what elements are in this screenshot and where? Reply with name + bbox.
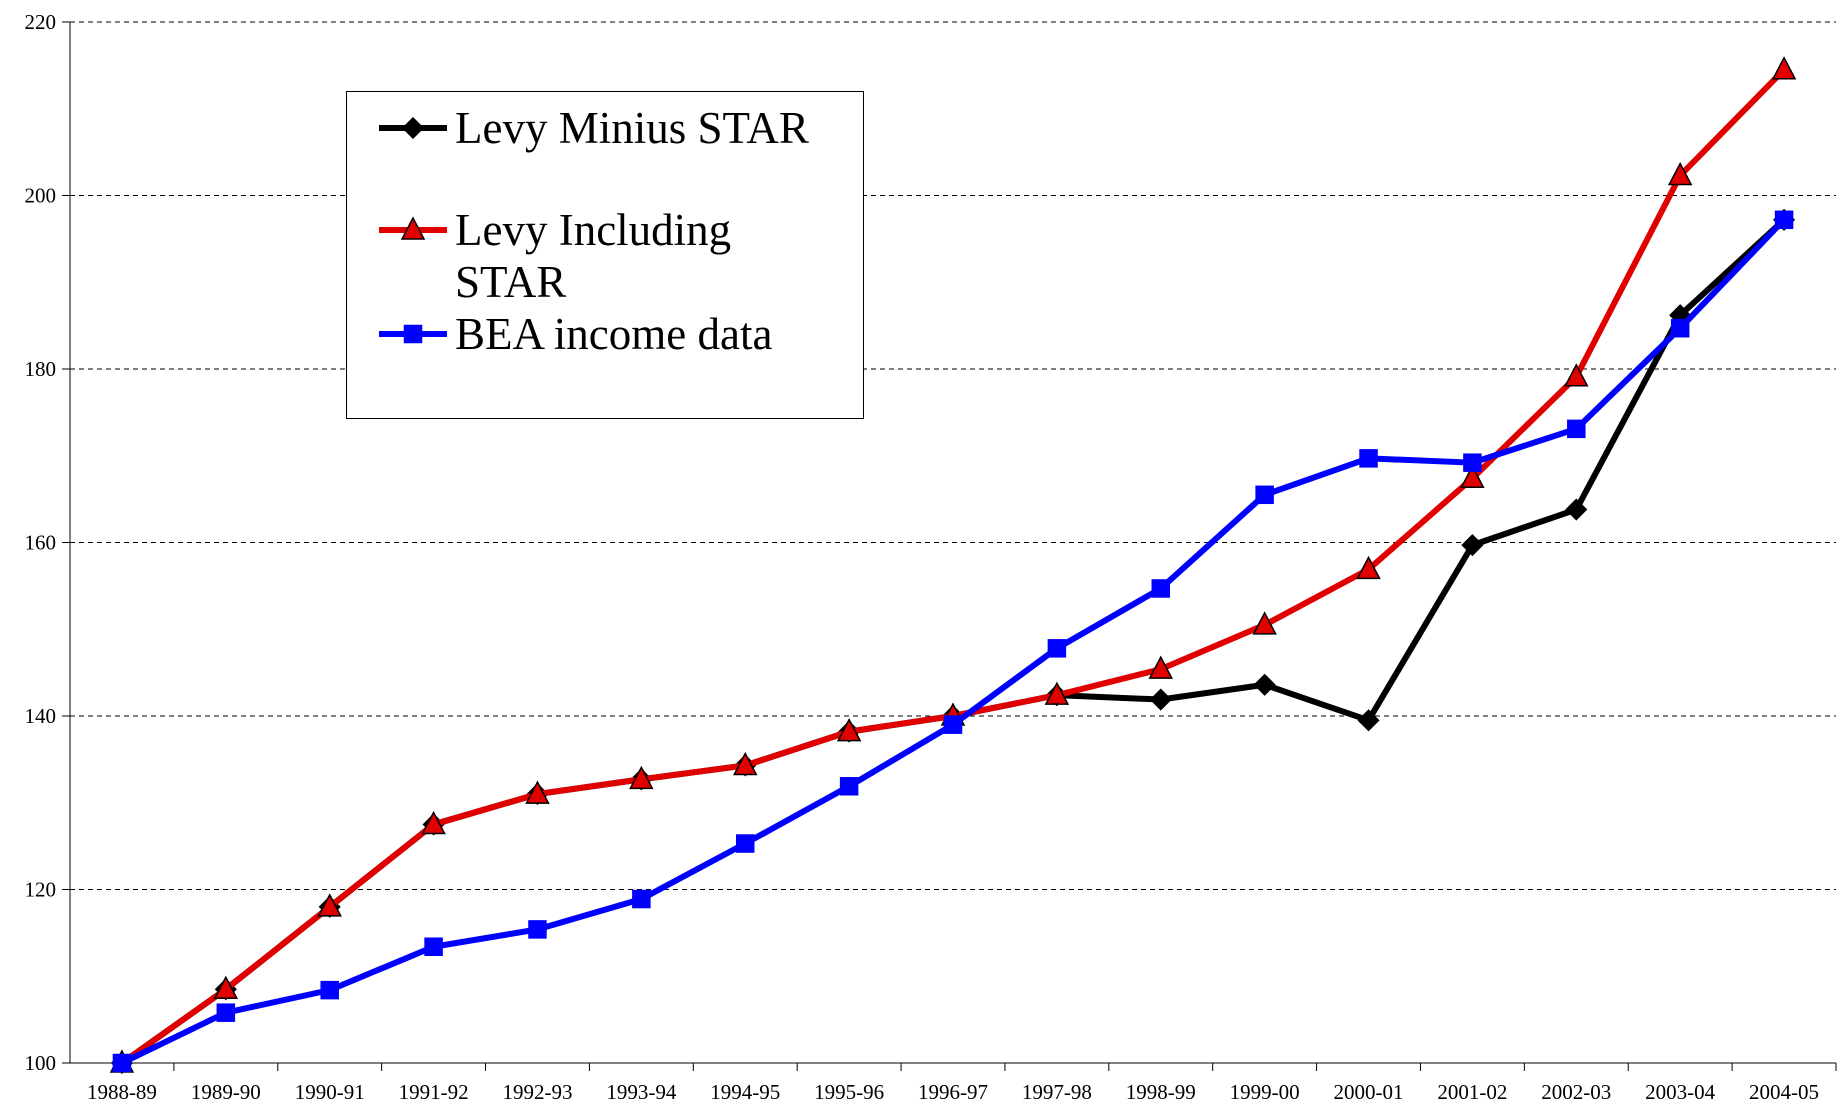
point	[1047, 639, 1067, 658]
x-tick-label: 2004-05	[1749, 1080, 1819, 1104]
point	[1564, 363, 1589, 387]
point	[836, 717, 862, 742]
x-tick-label: 2003-04	[1645, 1080, 1715, 1104]
y-tick-label: 100	[25, 1051, 57, 1075]
x-tick-label: 1991-92	[399, 1080, 469, 1104]
point	[1461, 534, 1484, 557]
point	[629, 765, 654, 790]
x-tick-label: 2000-01	[1334, 1080, 1404, 1104]
x-tick-label: 1989-90	[191, 1080, 261, 1104]
point	[424, 937, 443, 957]
point	[528, 920, 547, 939]
legend-label: Levy Including STAR	[455, 205, 732, 307]
x-tick-label: 2002-03	[1541, 1080, 1611, 1104]
x-tick-label: 1996-97	[918, 1080, 988, 1104]
x-tick-label: 1993-94	[606, 1080, 676, 1104]
point	[1670, 318, 1690, 338]
point	[1357, 709, 1380, 732]
x-tick-label: 2001-02	[1437, 1080, 1507, 1104]
y-tick-label: 160	[25, 531, 57, 555]
point	[1774, 210, 1794, 230]
point	[1771, 56, 1797, 80]
point	[401, 116, 425, 140]
point	[421, 810, 446, 835]
x-tick-label: 1988-89	[87, 1080, 157, 1104]
x-tick-label: 1997-98	[1022, 1080, 1092, 1104]
point	[732, 751, 758, 776]
legend-icon	[379, 116, 447, 140]
point	[1148, 655, 1174, 679]
point	[1149, 688, 1172, 711]
point	[1151, 579, 1171, 598]
point	[1044, 681, 1070, 705]
point	[1463, 453, 1482, 472]
legend-entry: BEA income data	[377, 308, 843, 360]
legend-entry: Levy Including STAR	[377, 204, 843, 308]
legend-label: BEA income data	[455, 309, 773, 359]
point	[403, 324, 423, 344]
point	[320, 980, 339, 1000]
point	[839, 777, 859, 796]
point	[1356, 555, 1381, 580]
point	[632, 889, 651, 909]
point	[216, 1003, 236, 1022]
y-tick-label: 200	[25, 184, 57, 208]
legend-icon	[379, 216, 447, 240]
legend: Levy Minius STAR Levy Including STAR BEA i…	[346, 91, 864, 419]
x-tick-label: 1995-96	[814, 1080, 884, 1104]
legend-icon	[379, 324, 447, 344]
point	[400, 216, 426, 240]
point	[213, 975, 239, 1000]
point	[735, 834, 755, 853]
point	[1253, 673, 1276, 696]
point	[112, 1053, 132, 1073]
y-tick-label: 140	[25, 704, 57, 728]
y-tick-label: 220	[25, 10, 57, 34]
y-tick-label: 180	[25, 357, 57, 381]
point	[1460, 464, 1485, 489]
point	[1667, 161, 1693, 186]
point	[943, 715, 963, 734]
point	[317, 893, 342, 917]
x-tick-label: 1994-95	[710, 1080, 780, 1104]
point	[1252, 611, 1277, 635]
x-tick-label: 1999-00	[1230, 1080, 1300, 1104]
point	[525, 780, 550, 804]
x-tick-label: 1998-99	[1126, 1080, 1196, 1104]
legend-entry: Levy Minius STAR	[377, 102, 843, 154]
point	[1565, 498, 1588, 521]
y-tick-label: 120	[25, 878, 57, 902]
point	[1255, 485, 1274, 505]
x-tick-label: 1992-93	[502, 1080, 572, 1104]
point	[1567, 419, 1586, 439]
x-tick-label: 1990-91	[295, 1080, 365, 1104]
point	[1359, 449, 1378, 468]
legend-label: Levy Minius STAR	[455, 103, 809, 153]
